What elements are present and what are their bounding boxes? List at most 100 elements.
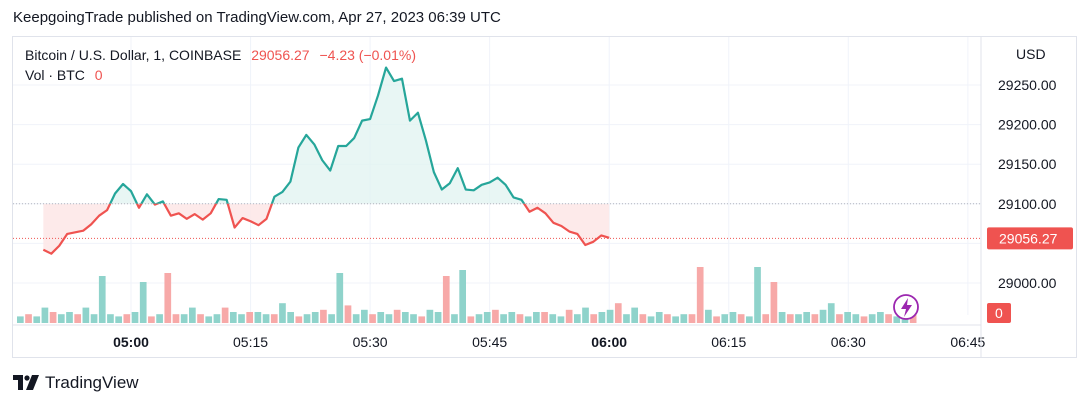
volume-bar <box>205 316 213 323</box>
volume-bar <box>737 314 745 323</box>
volume-bar <box>868 314 876 323</box>
volume-bar <box>533 312 540 323</box>
volume-bar <box>82 307 90 323</box>
volume-bar <box>524 316 532 323</box>
legend-volume-value: 0 <box>94 67 103 83</box>
volume-bar <box>565 309 573 323</box>
volume-bar <box>66 312 73 323</box>
volume-bar <box>115 316 122 323</box>
volume-bar <box>189 307 196 323</box>
price-tick-label: 29200.00 <box>998 117 1057 133</box>
price-line-up <box>108 66 526 204</box>
volume-bar <box>361 309 368 323</box>
area-below-baseline <box>43 203 610 254</box>
volume-bar <box>786 314 794 323</box>
volume-bar <box>377 312 385 323</box>
volume-bar <box>148 316 155 323</box>
volume-bar <box>426 309 434 323</box>
volume-bar <box>393 309 401 323</box>
volume-bar <box>270 314 278 323</box>
volume-bar <box>778 312 786 323</box>
volume-bar <box>246 312 254 323</box>
time-tick-label: 05:15 <box>233 334 268 350</box>
volume-bar <box>41 307 49 323</box>
volume-bar <box>410 314 417 323</box>
legend-symbol[interactable]: Bitcoin / U.S. Dollar, 1, COINBASE <box>25 47 242 63</box>
price-axis-currency: USD <box>1016 46 1046 62</box>
volume-badge <box>987 303 1011 323</box>
volume-bar <box>672 316 679 323</box>
volume-bar <box>516 314 524 323</box>
volume-bar <box>508 312 516 323</box>
time-tick-label: 06:30 <box>831 334 866 350</box>
volume-bar <box>352 314 360 323</box>
volume-bar <box>721 314 729 323</box>
time-tick-label: 06:45 <box>950 334 985 350</box>
time-tick-label: 05:00 <box>113 334 149 350</box>
volume-bar <box>369 314 376 323</box>
volume-bar <box>827 303 835 323</box>
volume-bar <box>320 309 327 323</box>
volume-bar <box>459 270 466 323</box>
volume-bar <box>164 273 172 323</box>
volume-bar <box>557 316 565 323</box>
last-price-badge <box>987 227 1073 250</box>
volume-bar <box>614 303 622 323</box>
flash-icon-bolt <box>901 298 912 317</box>
price-tick-label: 29000.00 <box>998 275 1057 291</box>
volume-bar <box>49 312 57 323</box>
volume-bar <box>418 316 426 323</box>
volume-bar <box>475 314 483 323</box>
volume-bar <box>221 307 229 323</box>
volume-bar <box>705 309 712 323</box>
volume-bar <box>287 312 294 323</box>
volume-bar <box>877 312 884 323</box>
volume-bar <box>344 305 352 323</box>
volume-bar <box>696 267 704 323</box>
price-tick-label: 29100.00 <box>998 196 1057 212</box>
legend-change: −4.23 (−0.01%) <box>319 47 416 63</box>
volume-bar <box>311 312 319 323</box>
volume-bar <box>492 309 499 323</box>
volume-bar <box>156 314 163 323</box>
volume-bar <box>852 314 860 323</box>
volume-bar <box>803 312 811 323</box>
volume-bar <box>860 316 868 323</box>
volume-bar <box>451 314 458 323</box>
volume-bar <box>483 312 491 323</box>
volume-bar <box>655 312 663 323</box>
volume-bar <box>90 314 98 323</box>
legend-volume-label[interactable]: Vol · BTC <box>25 67 85 83</box>
volume-bar <box>254 312 262 323</box>
volume-bar <box>893 316 901 323</box>
volume-bar <box>754 267 761 323</box>
volume-bar <box>729 312 737 323</box>
volume-bar <box>401 312 409 323</box>
tradingview-footer[interactable]: TradingView <box>13 373 139 393</box>
published-line: KeepgoingTrade published on TradingView.… <box>13 9 501 26</box>
volume-bar <box>74 314 82 323</box>
chart-frame[interactable]: 05:00 05:15 05:30 05:45 06:00 06:15 06:30 06:45… <box>12 36 1077 358</box>
volume-bar <box>139 282 147 323</box>
volume-bar <box>500 314 507 323</box>
volume-bar <box>98 276 106 323</box>
volume-bar <box>795 314 802 323</box>
price-chart[interactable]: 05:00 05:15 05:30 05:45 06:00 06:15 06:30 06:45… <box>13 37 1077 358</box>
volume-bar <box>541 312 548 323</box>
volume-bar <box>623 314 630 323</box>
volume-bar <box>33 316 41 323</box>
volume-bar <box>819 309 827 323</box>
volume-bar <box>229 312 237 323</box>
volume-bar <box>180 314 188 323</box>
volume-bar <box>885 314 892 323</box>
volume-bar <box>107 314 114 323</box>
last-price-label: 29056.27 <box>999 230 1058 246</box>
volume-bar <box>17 316 24 323</box>
volume-bar <box>303 314 311 323</box>
tradingview-brand: TradingView <box>45 373 139 392</box>
area-above-baseline <box>43 67 610 204</box>
volume-bar <box>131 312 139 323</box>
volume-bar <box>385 314 393 323</box>
volume-bar <box>688 314 696 323</box>
volume-bar <box>590 314 598 323</box>
